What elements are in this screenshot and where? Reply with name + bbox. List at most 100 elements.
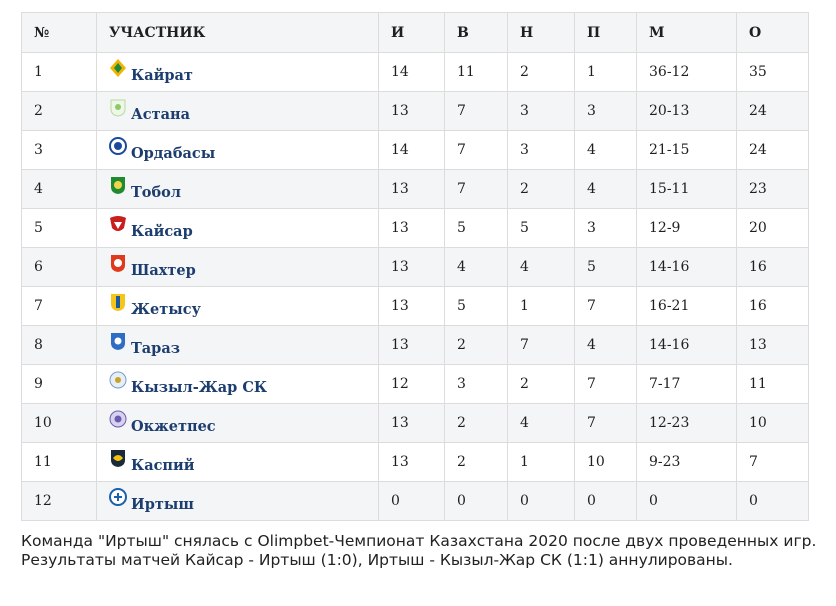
taraz-logo-icon bbox=[109, 331, 127, 351]
losses-cell: 5 bbox=[574, 247, 637, 287]
wins-cell: 4 bbox=[444, 247, 508, 287]
played-cell: 0 bbox=[378, 481, 445, 521]
wins-cell: 3 bbox=[444, 364, 508, 404]
header-wins: В bbox=[444, 12, 508, 53]
wins-cell: 11 bbox=[444, 52, 508, 92]
team-cell: Каспий bbox=[96, 442, 379, 482]
losses-cell: 7 bbox=[574, 286, 637, 326]
table-row: 6 Шахтер 13 4 4 5 14-16 16 bbox=[21, 247, 809, 287]
points-cell: 10 bbox=[736, 403, 809, 443]
header-team: УЧАСТНИК bbox=[96, 12, 379, 53]
points-cell: 16 bbox=[736, 286, 809, 326]
position-cell: 5 bbox=[21, 208, 97, 248]
points-cell: 13 bbox=[736, 325, 809, 365]
played-cell: 13 bbox=[378, 247, 445, 287]
header-position: № bbox=[21, 12, 97, 53]
withdrawal-note: Команда "Иртыш" снялась с Olimpbet-Чемпи… bbox=[21, 532, 817, 569]
points-cell: 24 bbox=[736, 130, 809, 170]
team-link[interactable]: Кайрат bbox=[131, 66, 193, 84]
goals-cell: 36-12 bbox=[636, 52, 737, 92]
kyzyl-zhar-logo-icon bbox=[109, 370, 127, 390]
header-draws: Н bbox=[507, 12, 575, 53]
team-cell: Кайсар bbox=[96, 208, 379, 248]
goals-cell: 12-9 bbox=[636, 208, 737, 248]
team-link[interactable]: Тараз bbox=[131, 339, 180, 357]
header-goals: М bbox=[636, 12, 737, 53]
points-cell: 7 bbox=[736, 442, 809, 482]
team-link[interactable]: Жетысу bbox=[131, 300, 201, 318]
okzhetpes-logo-icon bbox=[109, 409, 127, 429]
table-row: 4 Тобол 13 7 2 4 15-11 23 bbox=[21, 169, 809, 209]
header-played: И bbox=[378, 12, 445, 53]
shakhter-logo-icon bbox=[109, 253, 127, 273]
losses-cell: 0 bbox=[574, 481, 637, 521]
tobol-logo-icon bbox=[109, 175, 127, 195]
team-link[interactable]: Тобол bbox=[131, 183, 182, 201]
points-cell: 20 bbox=[736, 208, 809, 248]
team-link[interactable]: Каспий bbox=[131, 456, 195, 474]
wins-cell: 7 bbox=[444, 169, 508, 209]
team-link[interactable]: Кызыл-Жар СК bbox=[131, 378, 268, 396]
draws-cell: 1 bbox=[507, 286, 575, 326]
played-cell: 13 bbox=[378, 208, 445, 248]
ordabasy-logo-icon bbox=[109, 136, 127, 156]
played-cell: 13 bbox=[378, 91, 445, 131]
points-cell: 16 bbox=[736, 247, 809, 287]
table-row: 9 Кызыл-Жар СК 12 3 2 7 7-17 11 bbox=[21, 364, 809, 404]
losses-cell: 4 bbox=[574, 325, 637, 365]
played-cell: 13 bbox=[378, 169, 445, 209]
table-row: 7 Жетысу 13 5 1 7 16-21 16 bbox=[21, 286, 809, 326]
table-header-row: № УЧАСТНИК И В Н П М О bbox=[21, 12, 809, 53]
standings-table-container: № УЧАСТНИК И В Н П М О 1 Кайрат 14 11 2 1 36-1… bbox=[21, 12, 809, 521]
played-cell: 13 bbox=[378, 403, 445, 443]
losses-cell: 7 bbox=[574, 403, 637, 443]
team-cell: Шахтер bbox=[96, 247, 379, 287]
table-row: 11 Каспий 13 2 1 10 9-23 7 bbox=[21, 442, 809, 482]
played-cell: 14 bbox=[378, 52, 445, 92]
points-cell: 23 bbox=[736, 169, 809, 209]
losses-cell: 7 bbox=[574, 364, 637, 404]
team-link[interactable]: Астана bbox=[131, 105, 191, 123]
kaspiy-logo-icon bbox=[109, 448, 127, 468]
team-cell: Ордабасы bbox=[96, 130, 379, 170]
wins-cell: 7 bbox=[444, 91, 508, 131]
table-row: 2 Астана 13 7 3 3 20-13 24 bbox=[21, 91, 809, 131]
team-cell: Тобол bbox=[96, 169, 379, 209]
losses-cell: 1 bbox=[574, 52, 637, 92]
losses-cell: 4 bbox=[574, 130, 637, 170]
header-losses: П bbox=[574, 12, 637, 53]
team-cell: Жетысу bbox=[96, 286, 379, 326]
points-cell: 0 bbox=[736, 481, 809, 521]
wins-cell: 2 bbox=[444, 325, 508, 365]
astana-logo-icon bbox=[109, 97, 127, 117]
goals-cell: 7-17 bbox=[636, 364, 737, 404]
played-cell: 14 bbox=[378, 130, 445, 170]
team-cell: Иртыш bbox=[96, 481, 379, 521]
team-link[interactable]: Ордабасы bbox=[131, 144, 216, 162]
played-cell: 13 bbox=[378, 325, 445, 365]
played-cell: 13 bbox=[378, 442, 445, 482]
goals-cell: 12-23 bbox=[636, 403, 737, 443]
team-link[interactable]: Иртыш bbox=[131, 495, 194, 513]
team-link[interactable]: Окжетпес bbox=[131, 417, 216, 435]
table-row: 12 Иртыш 0 0 0 0 0 0 bbox=[21, 481, 809, 521]
position-cell: 7 bbox=[21, 286, 97, 326]
team-link[interactable]: Шахтер bbox=[131, 261, 196, 279]
team-cell: Кайрат bbox=[96, 52, 379, 92]
points-cell: 24 bbox=[736, 91, 809, 131]
goals-cell: 21-15 bbox=[636, 130, 737, 170]
position-cell: 2 bbox=[21, 91, 97, 131]
draws-cell: 3 bbox=[507, 91, 575, 131]
played-cell: 12 bbox=[378, 364, 445, 404]
team-link[interactable]: Кайсар bbox=[131, 222, 193, 240]
position-cell: 3 bbox=[21, 130, 97, 170]
losses-cell: 3 bbox=[574, 208, 637, 248]
draws-cell: 1 bbox=[507, 442, 575, 482]
table-row: 1 Кайрат 14 11 2 1 36-12 35 bbox=[21, 52, 809, 92]
wins-cell: 5 bbox=[444, 286, 508, 326]
table-row: 10 Окжетпес 13 2 4 7 12-23 10 bbox=[21, 403, 809, 443]
goals-cell: 15-11 bbox=[636, 169, 737, 209]
wins-cell: 5 bbox=[444, 208, 508, 248]
zhetysu-logo-icon bbox=[109, 292, 127, 312]
position-cell: 1 bbox=[21, 52, 97, 92]
